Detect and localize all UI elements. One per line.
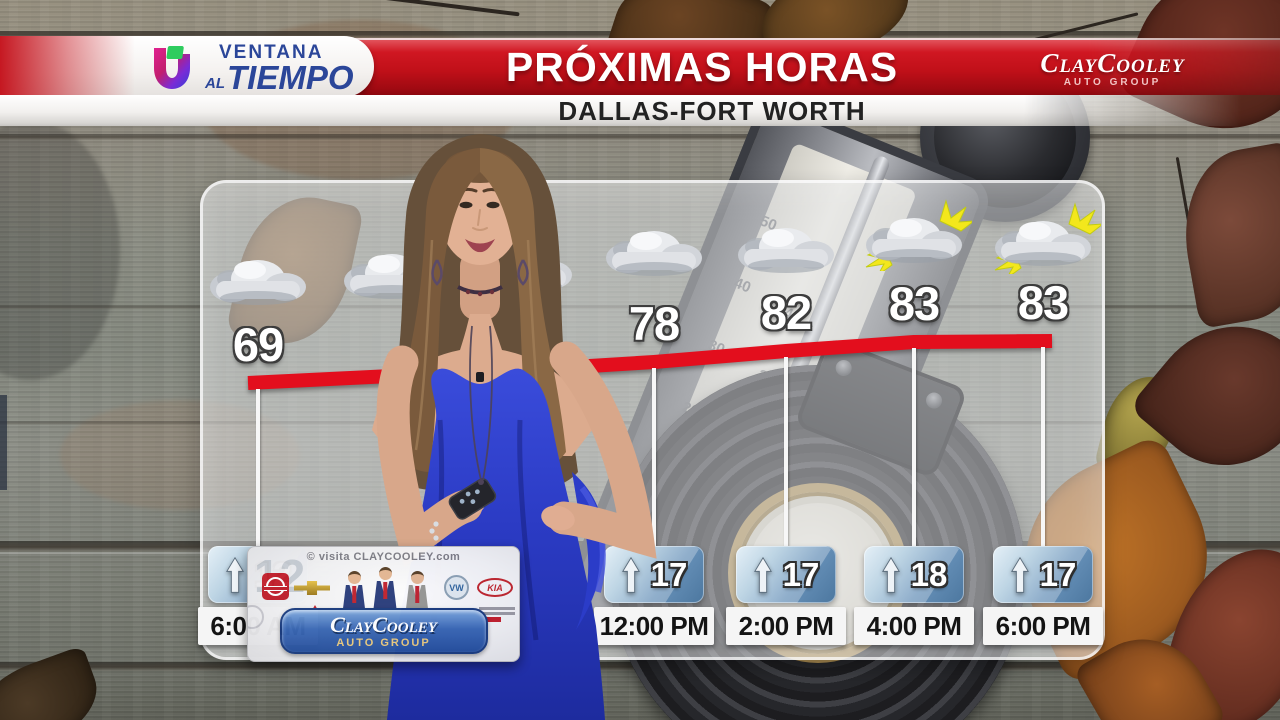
kia-logo-icon: KIA (477, 578, 513, 597)
volkswagen-logo-icon: VW (444, 575, 469, 600)
temperature-label: 83 (1017, 276, 1069, 329)
wind-speed-value: 17 (650, 555, 688, 593)
partly-sunny-icon (856, 197, 972, 271)
sponsor-block: ClayCooley AUTO GROUP (1020, 48, 1205, 88)
temperature-label: 78 (628, 297, 680, 350)
wind-speed-value: 17 (1039, 555, 1077, 593)
column-drop-line (256, 389, 260, 546)
sponsor-wordmark: ClayCooley (1040, 48, 1185, 78)
wind-direction-arrow-icon (225, 556, 245, 594)
weather-presenter (372, 134, 657, 720)
temperature-label: 82 (760, 286, 812, 339)
time-label: 4:00 PM (854, 607, 974, 645)
wind-speed-value: 17 (782, 555, 820, 593)
time-label: 12:00 PM (594, 607, 714, 645)
cloudy-icon (596, 210, 712, 284)
wind-indicator: 17 (736, 546, 836, 603)
auto-group-label: AUTO GROUP (336, 636, 431, 649)
wind-direction-arrow-icon (753, 556, 773, 594)
cloudy-icon (728, 207, 844, 281)
time-label: 2:00 PM (726, 607, 846, 645)
wind-direction-arrow-icon (621, 556, 641, 594)
column-drop-line (912, 348, 916, 546)
claycooley-wordmark: ClayCooley (330, 611, 437, 637)
location-title: DALLAS-FORT WORTH (558, 96, 866, 126)
column-drop-line (652, 368, 656, 546)
wind-direction-arrow-icon (1010, 556, 1030, 594)
partial-logo-icon (248, 605, 264, 629)
wind-speed-value: 18 (910, 555, 948, 593)
sponsor-subtitle: AUTO GROUP (1063, 77, 1162, 88)
nissan-logo-icon (262, 573, 289, 600)
wind-indicator: 17 (993, 546, 1093, 603)
location-banner (0, 95, 1280, 126)
univision-logo-icon (154, 46, 190, 89)
wind-indicator: 17 (604, 546, 704, 603)
brand-al: AL (205, 75, 225, 92)
column-drop-line (1041, 347, 1045, 546)
segment-title: PRÓXIMAS HORAS (505, 44, 899, 90)
plank-gap (0, 134, 1280, 140)
claycooley-brand-badge: ClayCooley AUTO GROUP (279, 608, 488, 654)
brand-ventana: VENTANA (219, 42, 324, 63)
brand-tiempo: TIEMPO (227, 59, 354, 96)
dealer-fine-print (479, 607, 515, 622)
wind-direction-arrow-icon (881, 556, 901, 594)
temperature-label: 83 (888, 277, 940, 330)
left-edge-shadow (0, 395, 7, 490)
temperature-label: 69 (232, 318, 284, 371)
wind-indicator: 18 (864, 546, 964, 603)
ad-visit-text: © visita CLAYCOOLEY.com (306, 551, 461, 563)
partly-sunny-icon (985, 200, 1101, 274)
column-drop-line (784, 357, 788, 546)
time-label: 6:00 PM (983, 607, 1103, 645)
claycooley-ad-overlay[interactable]: 12 © visita CLAYCOOLEY.com VW KIA ClayCo… (247, 546, 520, 662)
cloudy-icon (200, 239, 316, 313)
show-brand: VENTANA AL TIEMPO (205, 43, 354, 94)
